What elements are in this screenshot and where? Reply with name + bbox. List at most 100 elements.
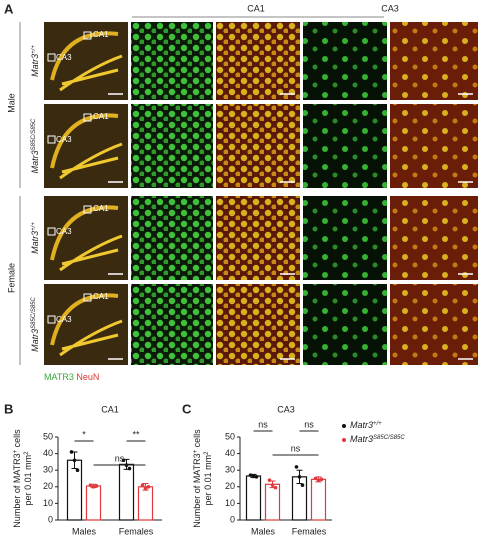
significance-label: ns (304, 419, 314, 429)
legend-entry: Matr3+/+ (350, 420, 382, 430)
y-tick-label: 20 (225, 481, 235, 491)
data-point (88, 483, 93, 487)
text: Matr3 (30, 231, 40, 254)
bar (245, 475, 262, 521)
panel-letter: A (4, 1, 14, 16)
data-point (270, 483, 275, 487)
roi-box (47, 227, 56, 236)
micrograph (303, 22, 387, 100)
stain: MATR3 (44, 372, 74, 382)
data-point (251, 474, 256, 478)
text: Number of MATR3 (12, 453, 22, 527)
sex-label: Male (6, 93, 16, 113)
data-point (273, 485, 278, 490)
superscript: S85C/S85C (31, 118, 37, 150)
micrograph (216, 284, 300, 365)
text: 2 (24, 451, 30, 455)
data-point (143, 486, 148, 491)
data-point (313, 476, 318, 481)
dentate-gyrus (59, 319, 123, 357)
micrograph (131, 284, 213, 365)
data-point (94, 484, 99, 488)
text: per 0.01 mm (203, 455, 213, 506)
dentate-gyrus (59, 234, 123, 272)
y-tick-label: 10 (43, 498, 53, 508)
data-point (69, 450, 74, 454)
significance-label: ns (291, 443, 301, 453)
data-point (91, 485, 96, 489)
dentate-gyrus (59, 142, 123, 180)
text: 2 (204, 451, 210, 455)
text: Matr3 (350, 420, 373, 430)
micrograph (131, 196, 213, 280)
legend-entry: Matr3S85C/S85C (350, 434, 405, 444)
data-point (127, 466, 132, 471)
micrograph (131, 104, 213, 188)
y-tick-label: 0 (48, 514, 53, 524)
x-tick-label: Males (251, 526, 276, 536)
text: Matr3 (30, 54, 40, 77)
text: Matr3 (350, 434, 373, 444)
legend-marker (342, 438, 346, 442)
roi-label: CA3 (56, 53, 72, 62)
stain: NeuN (76, 372, 99, 382)
hippocampus-layer (50, 205, 119, 261)
data-point (72, 458, 77, 463)
micrograph (390, 196, 478, 280)
micrograph (303, 196, 387, 280)
y-tick-label: 30 (43, 465, 53, 475)
micrograph (390, 104, 478, 188)
roi-box (83, 31, 92, 40)
x-tick-label: Females (119, 526, 154, 536)
significance-label: * (82, 429, 86, 439)
bar (66, 459, 83, 521)
significance-label: ** (132, 429, 140, 439)
bar (85, 485, 102, 521)
column-header: CA3 (381, 3, 399, 13)
roi-label: CA3 (56, 227, 72, 236)
data-point (267, 478, 272, 482)
micrograph (390, 284, 478, 365)
roi-box (47, 53, 56, 62)
y-axis-label: per 0.01 mm2 (23, 451, 33, 506)
roi-box (83, 293, 92, 302)
text: Matr3 (30, 329, 40, 352)
data-point (254, 475, 259, 479)
y-tick-label: 40 (43, 448, 53, 458)
roi-label: CA1 (93, 30, 109, 39)
text: Number of MATR3 (192, 453, 202, 527)
y-tick-label: 50 (225, 431, 235, 441)
y-tick-label: 30 (225, 465, 235, 475)
data-point (316, 478, 321, 482)
roi-label: CA3 (56, 135, 72, 144)
roi-box (47, 315, 56, 324)
superscript: S85C/S85C (31, 296, 37, 328)
hippocampus-layer (50, 31, 119, 81)
genotype-label: Matr3+/+ (30, 222, 40, 254)
roi-box (83, 113, 92, 122)
text: + (13, 449, 19, 453)
micrograph (216, 104, 300, 188)
y-tick-label: 0 (230, 514, 235, 524)
chart-title: CA1 (101, 404, 119, 414)
data-point (294, 465, 299, 469)
superscript: +/+ (373, 421, 382, 427)
y-axis-label: per 0.01 mm2 (203, 451, 213, 506)
y-tick-label: 40 (225, 448, 235, 458)
y-axis-label: Number of MATR3+ cells (12, 429, 22, 528)
bar (264, 483, 281, 521)
roi-box (83, 205, 92, 214)
y-tick-label: 50 (43, 431, 53, 441)
column-header: CA1 (247, 3, 265, 13)
superscript: +/+ (31, 45, 37, 54)
data-point (297, 475, 302, 479)
micrograph (216, 22, 300, 100)
bar (310, 478, 327, 521)
micrograph (216, 196, 300, 280)
x-tick-label: Males (72, 526, 97, 536)
hippocampus-layer (50, 113, 119, 169)
superscript: +/+ (31, 222, 37, 231)
y-axis-label: Number of MATR3+ cells (192, 429, 202, 528)
micrograph (303, 104, 387, 188)
